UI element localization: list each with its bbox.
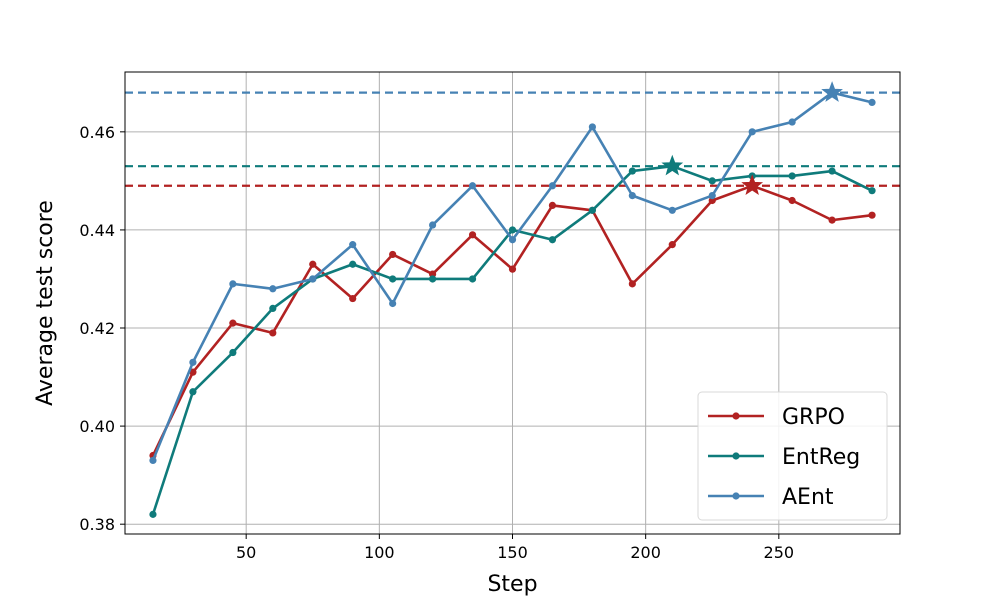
- data-point: [828, 216, 836, 224]
- data-point: [269, 329, 277, 337]
- legend-marker: [732, 492, 740, 500]
- data-point: [389, 275, 397, 283]
- data-point: [508, 265, 517, 273]
- y-tick-label: 0.42: [79, 319, 115, 338]
- data-point: [149, 456, 157, 465]
- x-tick-label: 50: [236, 543, 256, 562]
- data-point: [508, 236, 517, 244]
- y-axis-label: Average test score: [33, 200, 58, 406]
- data-point: [788, 118, 796, 126]
- data-point: [349, 294, 357, 303]
- y-tick-label: 0.38: [79, 515, 115, 534]
- data-point: [868, 211, 876, 219]
- data-point: [189, 368, 197, 376]
- data-point: [349, 260, 357, 268]
- data-point: [628, 167, 636, 175]
- legend-marker: [732, 412, 740, 420]
- data-point: [588, 123, 596, 131]
- data-point: [429, 221, 437, 229]
- data-point: [349, 241, 357, 249]
- data-point: [389, 250, 397, 259]
- x-tick-label: 100: [364, 543, 395, 562]
- data-point: [548, 236, 557, 244]
- y-tick-label: 0.44: [79, 221, 115, 240]
- legend-box: [697, 391, 888, 521]
- data-point: [229, 319, 237, 327]
- series-aent: [149, 88, 876, 465]
- data-point: [468, 275, 477, 283]
- y-tick-label: 0.46: [79, 123, 115, 142]
- data-point: [708, 191, 716, 200]
- data-point: [149, 510, 157, 518]
- data-point: [508, 226, 517, 234]
- data-point: [788, 196, 796, 205]
- data-point: [309, 260, 317, 268]
- axis-ticks: 50 100 150 200 250 0.38 0.40 0.42 0.44 0.46: [79, 123, 794, 562]
- x-axis-label: Step: [487, 572, 537, 597]
- legend-label-aent: AEnt: [782, 485, 834, 510]
- data-point: [668, 206, 676, 214]
- y-tick-label: 0.40: [79, 417, 115, 436]
- data-point: [429, 275, 437, 283]
- data-point: [189, 388, 197, 396]
- data-point: [788, 172, 796, 180]
- data-point: [708, 177, 716, 185]
- data-point: [189, 358, 197, 366]
- data-point: [229, 280, 237, 288]
- data-point: [389, 299, 397, 308]
- x-tick-label: 200: [630, 543, 661, 562]
- data-point: [868, 98, 876, 107]
- data-point: [548, 201, 557, 210]
- data-point: [668, 241, 676, 249]
- best-score-markers: [661, 81, 843, 196]
- data-point: [309, 275, 317, 283]
- x-tick-label: 150: [497, 543, 528, 562]
- data-point: [269, 285, 277, 293]
- data-point: [628, 280, 636, 288]
- data-point: [748, 128, 756, 136]
- data-point: [828, 167, 836, 175]
- data-point: [468, 231, 477, 239]
- data-point: [628, 191, 636, 200]
- data-point: [868, 187, 876, 195]
- x-tick-label: 250: [764, 543, 795, 562]
- data-point: [229, 348, 237, 357]
- legend-label-grpo: GRPO: [782, 405, 845, 430]
- legend-marker: [732, 452, 740, 460]
- data-point: [548, 182, 557, 190]
- legend: GRPO EntReg AEnt: [697, 391, 888, 521]
- best-star-entreg: [661, 154, 684, 176]
- legend-label-entreg: EntReg: [782, 445, 860, 470]
- best-star-aent: [821, 81, 843, 102]
- data-point: [588, 206, 596, 214]
- data-point: [468, 182, 477, 190]
- data-point: [269, 304, 277, 312]
- best-star-grpo: [741, 174, 764, 196]
